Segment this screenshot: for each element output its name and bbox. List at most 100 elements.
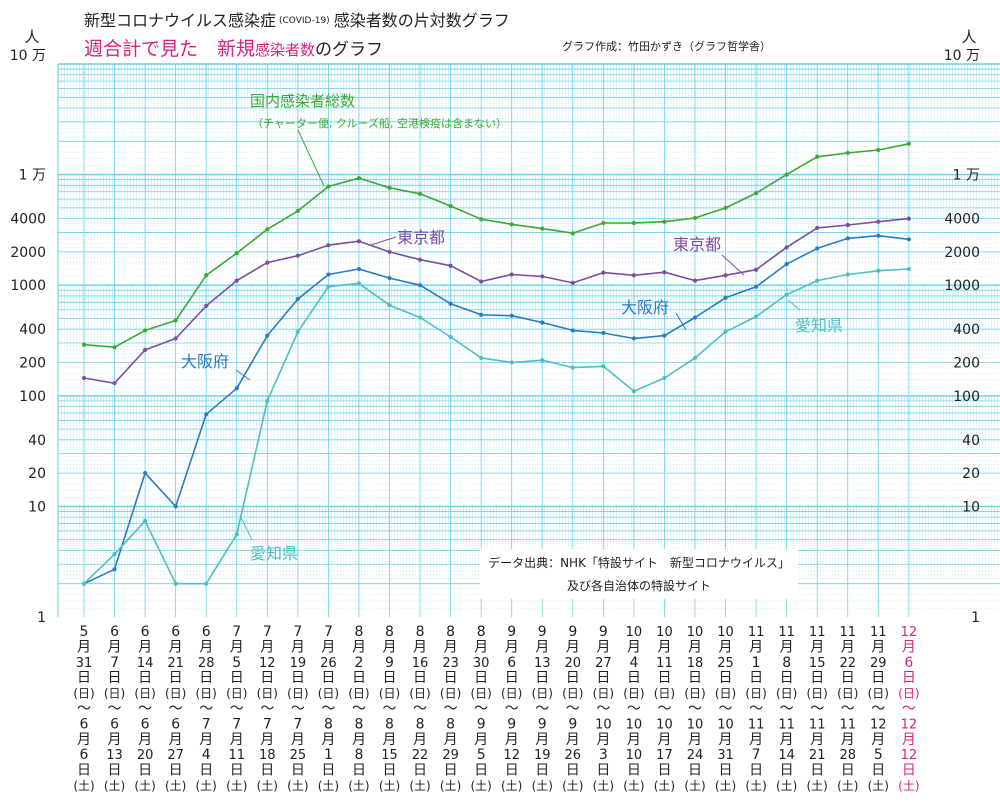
x-tick-label-part: 月 <box>780 639 794 655</box>
x-tick-label-part: 日 <box>688 763 702 779</box>
series-point-1 <box>326 243 331 248</box>
x-tick-label-part: 8 <box>416 716 425 732</box>
series-point-3 <box>845 272 850 277</box>
x-tick-label-part: 5 <box>80 624 89 640</box>
series-point-1 <box>173 336 178 341</box>
y-tick-label-right: 1 <box>971 610 980 626</box>
x-tick-label-part: 7 <box>110 655 119 671</box>
y-tick-label-left: 10 <box>28 499 46 515</box>
x-tick-label-part: 5 <box>232 655 241 671</box>
x-tick-label-part: (日) <box>868 687 889 701</box>
x-tick-label-part: 月 <box>474 732 488 748</box>
y-tick-label-left: 400 <box>19 322 46 338</box>
x-tick-label-part: 10 <box>687 717 704 732</box>
series-point-2 <box>173 504 178 509</box>
x-tick-label-part: 日 <box>596 763 610 779</box>
x-tick-label-part: 15 <box>809 656 826 671</box>
x-tick-label-part: 〜 <box>688 701 702 717</box>
series-point-1 <box>265 260 270 265</box>
x-tick-label-part: 12 <box>901 625 918 640</box>
x-tick-label-part: 月 <box>77 639 91 655</box>
x-tick-label-part: 月 <box>871 732 885 748</box>
x-tick-label-part: 8 <box>354 747 363 763</box>
x-tick-label-part: (日) <box>440 687 461 701</box>
series-point-3 <box>601 364 606 369</box>
x-tick-label-part: 日 <box>321 763 335 779</box>
x-tick-label-part: 月 <box>199 639 213 655</box>
series-line-3 <box>83 268 909 585</box>
y-tick-label-right: 10 <box>962 499 980 515</box>
x-tick-label-part: 日 <box>413 670 427 686</box>
x-tick-label-part: 6 <box>141 624 150 640</box>
x-tick-label-part: 16 <box>412 656 429 671</box>
x-tick-label-part: (土) <box>501 779 522 793</box>
x-tick-label-part: 月 <box>321 732 335 748</box>
series-point-0 <box>326 184 331 189</box>
x-tick-label-part: 8 <box>324 716 333 732</box>
x-tick-label-part: 6 <box>171 716 180 732</box>
y-tick-label-right: 20 <box>962 466 980 482</box>
x-tick-label-part: 6 <box>904 655 913 671</box>
x-tick-label-part: 8 <box>416 624 425 640</box>
series-point-1 <box>815 225 820 230</box>
x-tick-label-part: (日) <box>409 687 430 701</box>
series-point-2 <box>845 236 850 241</box>
x-tick-label-part: 日 <box>77 763 91 779</box>
y-tick-label-left: 200 <box>19 356 46 372</box>
x-tick-label-part: (土) <box>532 779 553 793</box>
x-tick-label-part: 日 <box>902 763 916 779</box>
series-point-2 <box>815 246 820 251</box>
aichi-leader-line-1 <box>239 514 253 541</box>
x-tick-label-part: 〜 <box>871 701 885 717</box>
x-tick-label-part: 2 <box>354 655 363 671</box>
x-tick-label-part: (土) <box>745 779 766 793</box>
x-tick-label-part: 〜 <box>138 701 152 717</box>
series-point-2 <box>540 320 545 325</box>
series-point-3 <box>723 329 728 334</box>
x-tick-label-part: 月 <box>902 732 916 748</box>
x-tick-label-part: 10 <box>717 717 734 732</box>
x-tick-label-part: 7 <box>263 624 272 640</box>
x-tick-label-part: 日 <box>291 670 305 686</box>
x-tick-label-part: 月 <box>352 732 366 748</box>
x-tick-label-part: 12 <box>503 748 520 763</box>
x-tick-label-part: 8 <box>354 716 363 732</box>
x-tick-label-part: 月 <box>77 732 91 748</box>
x-tick-label-part: 9 <box>477 716 486 732</box>
x-tick-label-part: 月 <box>230 639 244 655</box>
source-note-line1: データ出典：NHK「特設サイト 新型コロナウイルス」 <box>488 555 790 570</box>
x-tick-label-part: 21 <box>167 656 184 671</box>
x-tick-label-part: 月 <box>535 732 549 748</box>
x-tick-label-part: 〜 <box>596 701 610 717</box>
series-point-3 <box>754 314 759 319</box>
x-tick-label-part: 日 <box>260 763 274 779</box>
series-point-1 <box>784 245 789 250</box>
series-point-0 <box>631 220 637 226</box>
x-tick-label-part: 11 <box>778 625 795 640</box>
x-tick-label-part: 7 <box>293 624 302 640</box>
series-line-2 <box>83 234 909 585</box>
label-osaka-1: 大阪府 <box>181 352 229 371</box>
x-tick-label-part: 〜 <box>321 701 335 717</box>
x-tick-label-part: 日 <box>841 763 855 779</box>
x-tick-label-part: (土) <box>470 779 491 793</box>
x-tick-label-part: 〜 <box>505 701 519 717</box>
x-tick-label-part: 月 <box>138 732 152 748</box>
series-point-2 <box>601 330 606 336</box>
series-point-3 <box>662 375 667 381</box>
x-tick-label-part: (土) <box>257 779 278 793</box>
x-tick-label-part: 日 <box>199 763 213 779</box>
series-point-0 <box>784 172 789 177</box>
x-tick-label-part: 〜 <box>199 701 213 717</box>
x-axis: 5月31日(日)〜6月6日(土)6月7日(日)〜6月13日(土)6月14日(日)… <box>73 624 919 793</box>
series-point-0 <box>448 203 453 209</box>
